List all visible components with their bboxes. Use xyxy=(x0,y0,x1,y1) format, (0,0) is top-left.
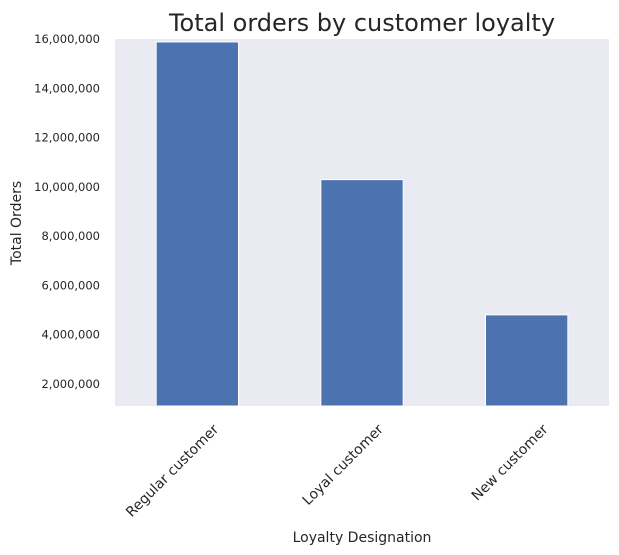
y-tick-label: 2,000,000 xyxy=(41,377,100,391)
x-axis-ticks: Regular customer Loyal customer New custom… xyxy=(123,421,552,520)
x-tick-label: Loyal customer xyxy=(300,421,387,508)
y-tick-label: 10,000,000 xyxy=(34,180,100,194)
bar xyxy=(320,179,404,407)
y-tick-label: 6,000,000 xyxy=(41,278,100,292)
x-tick-label: Regular customer xyxy=(123,421,222,520)
y-tick-label: 16,000,000 xyxy=(34,32,100,46)
x-tick-label: New customer xyxy=(469,421,552,504)
y-tick-label: 12,000,000 xyxy=(34,131,100,145)
bars xyxy=(155,41,569,407)
y-tick-label: 14,000,000 xyxy=(34,81,100,95)
y-axis-label: Total Orders xyxy=(9,181,25,266)
y-axis-ticks: 2,000,000 4,000,000 6,000,000 8,000,000 10,0… xyxy=(34,32,100,391)
y-tick-label: 8,000,000 xyxy=(41,229,100,243)
chart-title: Total orders by customer loyalty xyxy=(168,9,555,37)
bar xyxy=(155,41,240,407)
y-tick-label: 4,000,000 xyxy=(41,328,100,342)
x-axis-label: Loyalty Designation xyxy=(293,530,432,546)
bar xyxy=(485,314,569,407)
